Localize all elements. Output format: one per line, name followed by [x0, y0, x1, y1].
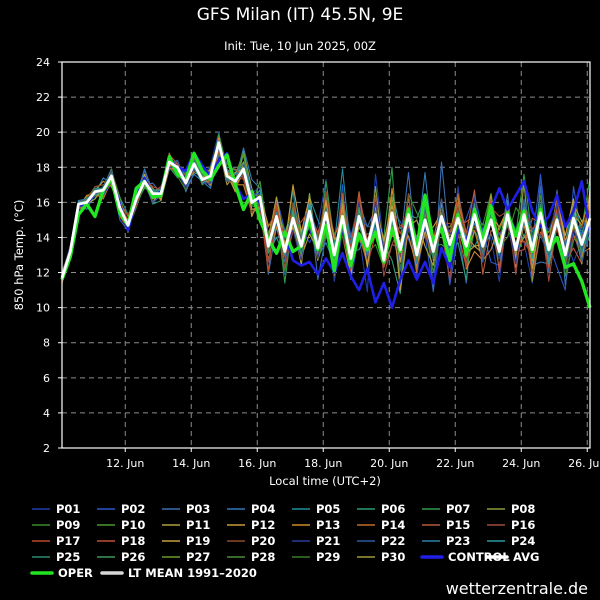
y-tick-label-6: 14 — [36, 231, 50, 244]
legend-label-3-6: CONTROL — [448, 550, 510, 564]
legend-label-2-1: P18 — [121, 534, 145, 548]
y-tick-label-10: 22 — [36, 91, 50, 104]
y-tick-label-2: 6 — [43, 372, 50, 385]
legend-label-1-3: P12 — [251, 518, 275, 532]
legend-label-1-5: P14 — [381, 518, 405, 532]
legend-label-2-0: P17 — [56, 534, 80, 548]
plot-frame — [61, 61, 591, 449]
watermark: wetterzentrale.de — [446, 579, 588, 598]
chart-title: GFS Milan (IT) 45.5N, 9E — [197, 5, 404, 25]
y-tick-label-9: 20 — [36, 126, 50, 139]
y-tick-label-4: 10 — [36, 302, 50, 315]
chart-subtitle: Init: Tue, 10 Jun 2025, 00Z — [224, 39, 376, 53]
x-tick-label-7: 26. Jun — [568, 457, 600, 470]
legend-label-3-5: P30 — [381, 550, 405, 564]
legend-label-0-5: P06 — [381, 502, 405, 516]
legend-label-2-7: P24 — [511, 534, 535, 548]
x-tick-label-1: 14. Jun — [172, 457, 210, 470]
legend-label-0-4: P05 — [316, 502, 340, 516]
legend-label-1-0: P09 — [56, 518, 80, 532]
legend-label-2-6: P23 — [446, 534, 470, 548]
y-tick-label-5: 12 — [36, 267, 50, 280]
y-tick-label-0: 2 — [43, 442, 50, 455]
y-tick-label-1: 4 — [43, 407, 50, 420]
legend-label-2-2: P19 — [186, 534, 210, 548]
x-tick-label-4: 20. Jun — [370, 457, 408, 470]
y-tick-label-8: 18 — [36, 161, 50, 174]
x-axis-ticks: 12. Jun 14. Jun 16. Jun 18. Jun 20. Jun 22. J… — [106, 448, 600, 470]
legend-label-3-0: P25 — [56, 550, 80, 564]
legend-label-2-4: P21 — [316, 534, 340, 548]
legend-label-1-6: P15 — [446, 518, 470, 532]
series-group — [60, 131, 592, 309]
legend-label-3-7: AVG — [513, 550, 539, 564]
legend-label-3-2: P27 — [186, 550, 210, 564]
legend-label-3-4: P29 — [316, 550, 340, 564]
legend-label-0-7: P08 — [511, 502, 535, 516]
legend-label-1-4: P13 — [316, 518, 340, 532]
legend-label-1-2: P11 — [186, 518, 210, 532]
legend-label-0-3: P04 — [251, 502, 275, 516]
y-tick-label-3: 8 — [43, 337, 50, 350]
legend-label-4-0: OPER — [58, 566, 93, 580]
legend-label-1-1: P10 — [121, 518, 145, 532]
legend-label-0-0: P01 — [56, 502, 80, 516]
legend-label-0-6: P07 — [446, 502, 470, 516]
x-tick-label-5: 22. Jun — [436, 457, 474, 470]
series-line-avg — [60, 141, 592, 279]
y-tick-label-11: 24 — [36, 56, 50, 69]
legend-label-3-3: P28 — [251, 550, 275, 564]
x-tick-label-0: 12. Jun — [106, 457, 144, 470]
x-tick-label-3: 18. Jun — [304, 457, 342, 470]
legend-label-0-1: P02 — [121, 502, 145, 516]
legend-label-2-3: P20 — [251, 534, 275, 548]
legend-label-2-5: P22 — [381, 534, 405, 548]
legend-label-3-1: P26 — [121, 550, 145, 564]
x-tick-label-6: 24. Jun — [502, 457, 540, 470]
legend-label-1-7: P16 — [511, 518, 535, 532]
legend-label-4-1: LT MEAN 1991–2020 — [128, 566, 257, 580]
x-tick-label-2: 16. Jun — [238, 457, 276, 470]
y-axis-label: 850 hPa Temp. (°C) — [12, 200, 26, 311]
legend-label-0-2: P03 — [186, 502, 210, 516]
legend: P01 P02 P03 P04 P05 P06 P07 P08 P09 P10 P11 P12 P13 P… — [30, 502, 539, 580]
y-tick-label-7: 16 — [36, 196, 50, 209]
x-axis-label: Local time (UTC+2) — [269, 474, 381, 488]
